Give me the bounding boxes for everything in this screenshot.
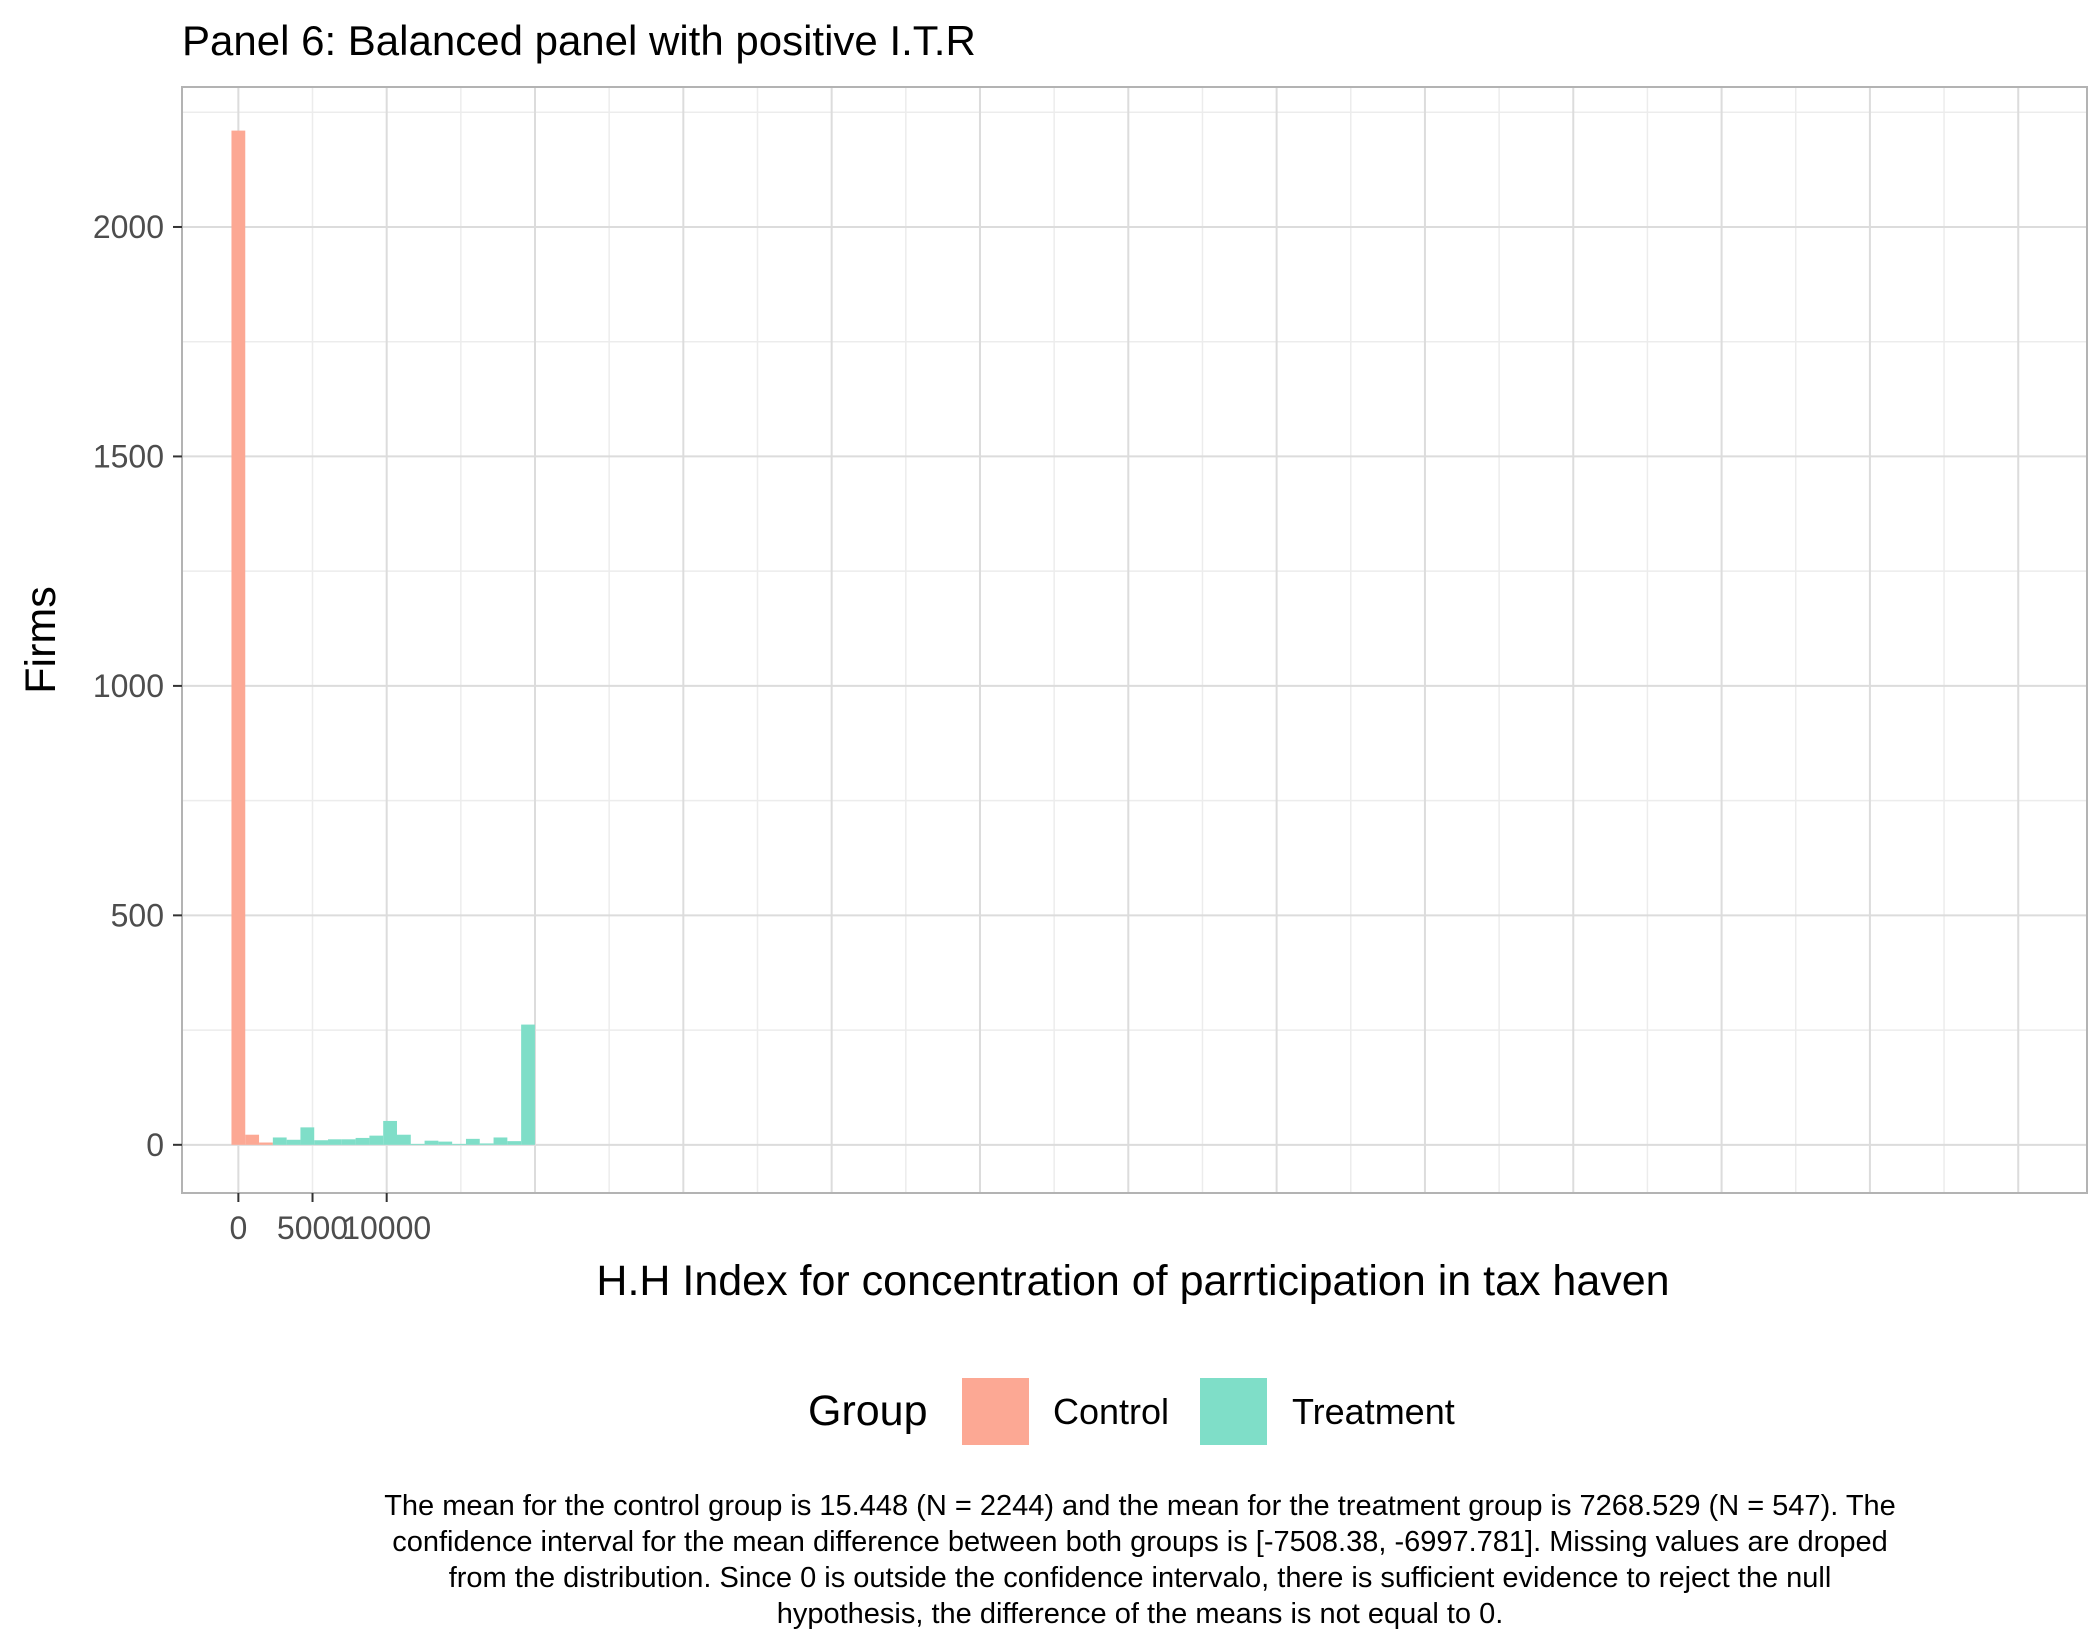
legend: Group Control Treatment	[808, 1378, 1455, 1445]
bar-treatment	[369, 1135, 384, 1145]
bar-treatment	[383, 1120, 397, 1145]
legend-title: Group	[808, 1387, 928, 1435]
histogram-chart: Panel 6: Balanced panel with positive I.…	[0, 0, 2100, 1480]
bar-treatment	[521, 1024, 535, 1145]
x-tick-label: 5000	[277, 1210, 348, 1246]
y-tick-label: 2000	[93, 209, 164, 245]
y-tick-label: 500	[111, 897, 164, 933]
caption-line: The mean for the control group is 15.448…	[384, 1490, 1896, 1522]
y-tick-label: 1500	[93, 438, 164, 474]
histogram-bars	[231, 130, 535, 1145]
bar-treatment	[272, 1137, 287, 1145]
bar-treatment	[410, 1143, 425, 1145]
bar-treatment	[479, 1143, 494, 1145]
bar-treatment	[300, 1127, 315, 1145]
bar-treatment	[452, 1143, 466, 1145]
bar-treatment	[465, 1138, 480, 1145]
x-axis-title: H.H Index for concentration of parrticip…	[596, 1257, 1669, 1305]
caption-line: from the distribution. Since 0 is outsid…	[448, 1562, 1832, 1594]
bar-treatment	[493, 1137, 508, 1145]
grid-lines	[182, 87, 2087, 1193]
bar-treatment	[314, 1140, 329, 1145]
bar-treatment	[396, 1134, 411, 1145]
chart-caption: The mean for the control group is 15.448…	[180, 1488, 2100, 1632]
bar-treatment	[286, 1139, 301, 1145]
chart-title: Panel 6: Balanced panel with positive I.…	[182, 17, 976, 64]
bar-control	[259, 1142, 273, 1145]
y-axis-title: Firms	[17, 586, 65, 693]
bar-control	[231, 130, 246, 1145]
y-tick-label: 1000	[93, 668, 164, 704]
caption-line: hypothesis, the difference of the means …	[776, 1598, 1504, 1630]
legend-swatch-treatment	[1200, 1378, 1267, 1445]
panel-border	[181, 86, 2088, 1194]
bar-treatment	[328, 1139, 342, 1145]
bar-treatment	[341, 1139, 356, 1145]
x-tick-label: 10000	[342, 1210, 431, 1246]
bar-treatment	[355, 1137, 370, 1145]
legend-swatch-control	[962, 1378, 1029, 1445]
bar-control	[245, 1134, 260, 1145]
legend-label-treatment: Treatment	[1292, 1391, 1455, 1432]
bar-treatment	[438, 1141, 453, 1145]
y-tick-label: 0	[146, 1127, 164, 1163]
legend-label-control: Control	[1053, 1391, 1169, 1432]
caption-line: confidence interval for the mean differe…	[392, 1526, 1888, 1558]
chart-background	[0, 0, 2100, 1480]
bar-treatment	[507, 1141, 522, 1145]
bar-treatment	[424, 1140, 439, 1145]
x-tick-label: 0	[229, 1210, 247, 1246]
